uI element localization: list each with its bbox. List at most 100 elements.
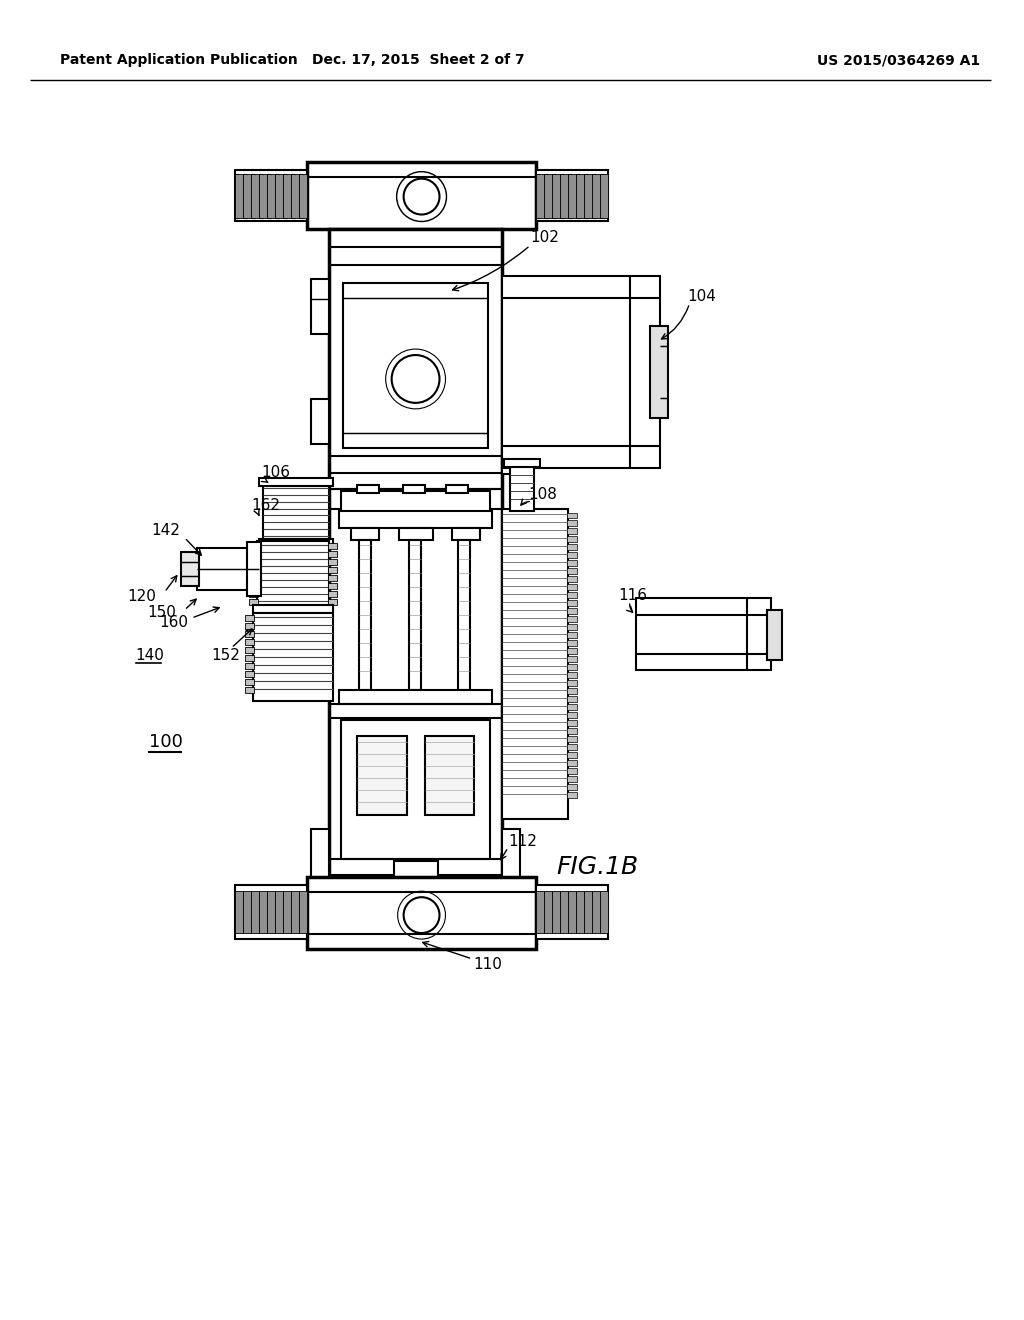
Bar [567,512,578,519]
Bar [503,418,512,474]
Bar [537,886,608,939]
Bar [552,891,560,933]
Bar [283,174,291,218]
Bar [398,528,432,540]
Bar [275,174,283,218]
Bar [567,711,578,718]
Bar [567,609,578,614]
Bar [259,478,333,486]
Bar [592,174,600,218]
Bar [567,561,578,566]
Bar [249,599,258,605]
Bar [245,686,254,693]
Bar [446,484,468,492]
Bar [245,615,254,622]
Bar [567,719,578,726]
Bar [341,491,490,516]
Bar [650,326,668,418]
Text: 116: 116 [617,587,647,603]
Bar [537,891,544,933]
Bar [343,284,488,447]
Bar [356,484,379,492]
Bar [259,174,267,218]
Bar [567,585,578,590]
Bar [567,520,578,527]
Bar [503,276,659,467]
Bar [567,751,578,758]
Text: 100: 100 [150,733,183,751]
Bar [311,829,329,879]
Bar [339,511,493,528]
Bar [567,664,578,671]
Bar [567,593,578,598]
Bar [567,792,578,797]
Circle shape [403,178,439,215]
Bar [236,891,243,933]
Text: 108: 108 [528,487,557,502]
Bar [393,862,437,878]
Bar [328,599,337,605]
Bar [263,483,329,541]
Bar [328,560,337,565]
Bar [567,735,578,742]
Text: 162: 162 [251,498,281,513]
Bar [275,891,283,933]
Bar [544,174,552,218]
Bar [567,680,578,686]
Bar [537,174,544,218]
Bar [503,508,568,820]
Bar [307,162,537,230]
Bar [567,727,578,734]
Bar [341,719,490,859]
Text: 150: 150 [147,605,176,619]
Bar [198,548,259,590]
Bar [409,540,421,690]
Bar [584,174,592,218]
Text: 152: 152 [211,648,241,663]
Bar [567,616,578,622]
Text: 110: 110 [473,957,502,973]
Bar [504,458,540,467]
Bar [459,540,470,690]
Bar [253,614,333,701]
Bar [402,484,425,492]
Bar [567,704,578,710]
Bar [259,891,267,933]
Bar [567,569,578,574]
Bar [245,623,254,630]
Bar [329,230,503,927]
Bar [567,672,578,678]
Bar [245,678,254,685]
Text: 140: 140 [135,648,165,663]
Bar [249,560,258,565]
Bar [560,891,568,933]
Bar [328,568,337,573]
Bar [311,399,329,444]
Circle shape [403,898,439,933]
Bar [243,174,251,218]
Bar [567,648,578,653]
Bar [245,647,254,653]
Text: Patent Application Publication: Patent Application Publication [59,53,298,67]
Bar [291,174,299,218]
Text: Dec. 17, 2015  Sheet 2 of 7: Dec. 17, 2015 Sheet 2 of 7 [312,53,525,67]
Bar [328,552,337,557]
Bar [283,891,291,933]
Bar [236,174,243,218]
Text: 104: 104 [688,289,717,304]
Bar [245,655,254,661]
Bar [299,174,307,218]
Text: 102: 102 [530,230,559,246]
Text: US 2015/0364269 A1: US 2015/0364269 A1 [817,53,980,67]
Bar [600,891,608,933]
Bar [236,170,307,222]
Bar [245,631,254,638]
Bar [249,583,258,589]
Bar [577,174,584,218]
Bar [503,829,520,879]
Bar [311,280,329,334]
Bar [567,768,578,774]
Bar [299,891,307,933]
Bar [249,576,258,581]
Text: 120: 120 [128,589,157,603]
